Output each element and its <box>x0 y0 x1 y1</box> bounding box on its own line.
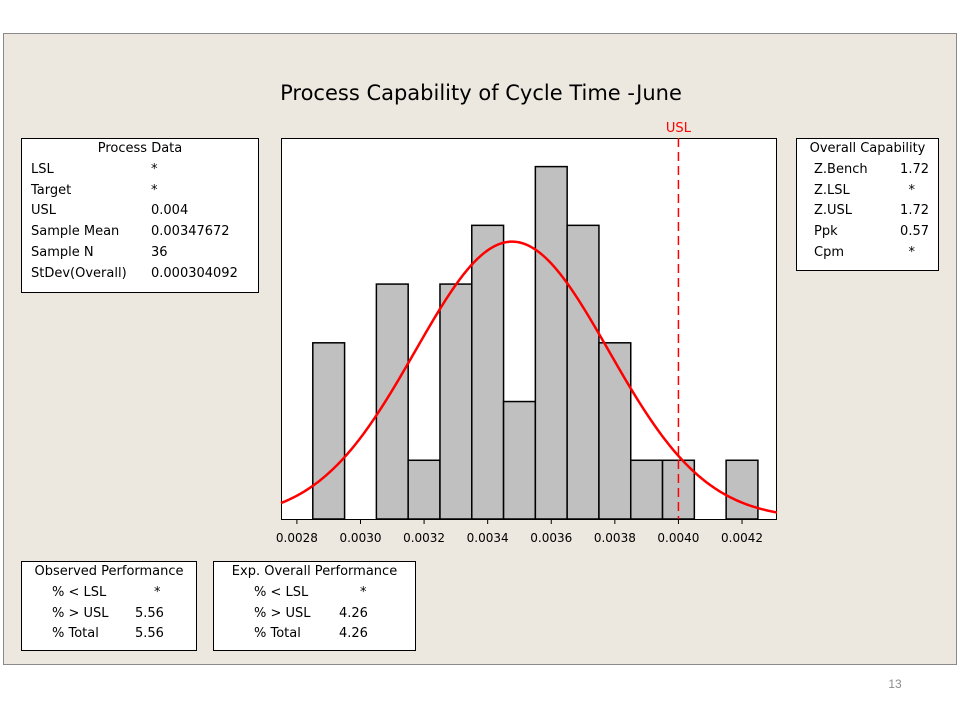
process-data-value: * <box>151 182 158 198</box>
overall-capability-value: * <box>908 244 916 260</box>
expected-performance-value: * <box>360 584 367 600</box>
observed-performance-label: % < LSL <box>52 584 107 600</box>
observed-performance-box: Observed Performance % < LSL * % > USL 5… <box>21 561 197 651</box>
expected-performance-label: % > USL <box>254 605 311 621</box>
expected-performance-row: % > USL 4.26 <box>214 604 415 625</box>
process-data-label: LSL <box>31 161 54 177</box>
process-data-row: StDev(Overall) 0.000304092 <box>22 264 258 285</box>
observed-performance-label: % Total <box>52 626 99 642</box>
observed-performance-row: % > USL 5.56 <box>22 604 196 625</box>
process-data-box: Process Data LSL * Target * USL 0.004 Sa… <box>21 138 259 293</box>
process-data-value: * <box>151 161 158 177</box>
process-data-value: 0.00347672 <box>151 224 230 240</box>
overall-capability-value: 1.72 <box>900 161 929 177</box>
expected-performance-label: % Total <box>254 626 301 642</box>
expected-performance-box: Exp. Overall Performance % < LSL * % > U… <box>213 561 416 651</box>
process-data-row: LSL * <box>22 160 258 181</box>
plot-area <box>281 138 777 520</box>
overall-capability-label: Z.Bench <box>814 161 868 177</box>
overall-capability-label: Z.USL <box>814 203 853 219</box>
process-data-row: Sample N 36 <box>22 243 258 264</box>
process-data-label: Sample Mean <box>31 224 120 240</box>
process-data-value: 36 <box>151 244 168 260</box>
process-data-label: USL <box>31 203 57 219</box>
expected-performance-row: % < LSL * <box>214 583 415 604</box>
process-data-row: Sample Mean 0.00347672 <box>22 222 258 243</box>
observed-performance-value: * <box>154 584 161 600</box>
overall-capability-value: 0.57 <box>900 224 929 240</box>
expected-performance-value: 4.26 <box>339 605 368 621</box>
overall-capability-row: Z.Bench 1.72 <box>797 160 938 181</box>
observed-performance-row: % Total 5.56 <box>22 624 196 645</box>
process-data-label: StDev(Overall) <box>31 265 127 281</box>
process-data-row: USL 0.004 <box>22 201 258 222</box>
observed-performance-value: 5.56 <box>135 605 164 621</box>
overall-capability-label: Ppk <box>814 224 838 240</box>
expected-performance-heading: Exp. Overall Performance <box>231 564 398 579</box>
observed-performance-value: 5.56 <box>135 626 164 642</box>
observed-performance-row: % < LSL * <box>22 583 196 604</box>
overall-capability-row: Ppk 0.57 <box>797 222 938 243</box>
process-data-value: 0.000304092 <box>151 265 238 281</box>
observed-performance-label: % > USL <box>52 605 109 621</box>
chart-title: Process Capability of Cycle Time -June <box>280 81 682 105</box>
overall-capability-label: Z.LSL <box>814 182 850 198</box>
expected-performance-value: 4.26 <box>339 626 368 642</box>
overall-capability-value: 1.72 <box>900 203 929 219</box>
overall-capability-value: * <box>908 182 916 198</box>
overall-capability-row: Z.USL 1.72 <box>797 201 938 222</box>
page-number: 13 <box>888 677 902 691</box>
process-data-row: Target * <box>22 181 258 202</box>
process-data-heading: Process Data <box>97 141 183 156</box>
process-data-label: Sample N <box>31 244 94 260</box>
process-data-label: Target <box>31 182 72 198</box>
overall-capability-heading: Overall Capability <box>809 141 926 156</box>
observed-performance-heading: Observed Performance <box>34 564 184 579</box>
overall-capability-label: Cpm <box>814 244 844 260</box>
overall-capability-box: Overall Capability Z.Bench 1.72 Z.LSL * … <box>796 138 939 271</box>
overall-capability-row: Z.LSL * <box>797 181 938 202</box>
expected-performance-row: % Total 4.26 <box>214 624 415 645</box>
overall-capability-row: Cpm * <box>797 243 938 264</box>
expected-performance-label: % < LSL <box>254 584 309 600</box>
process-data-value: 0.004 <box>151 203 189 219</box>
